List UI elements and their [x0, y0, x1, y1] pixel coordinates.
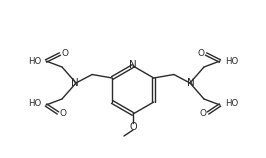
Text: HO: HO [28, 58, 41, 67]
Text: N: N [129, 60, 137, 70]
Text: HO: HO [225, 100, 238, 109]
Text: N: N [187, 78, 195, 88]
Text: HO: HO [28, 100, 41, 109]
Text: N: N [71, 78, 79, 88]
Text: O: O [200, 109, 206, 118]
Text: O: O [197, 49, 205, 58]
Text: O: O [61, 49, 69, 58]
Text: HO: HO [225, 58, 238, 67]
Text: O: O [129, 122, 137, 133]
Text: O: O [60, 109, 66, 118]
